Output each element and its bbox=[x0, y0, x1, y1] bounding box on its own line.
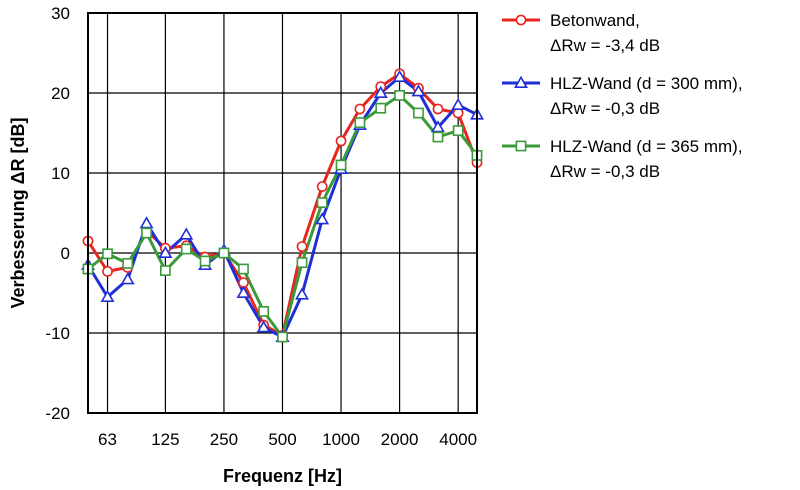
series-2-point bbox=[179, 227, 194, 240]
series-3-point bbox=[335, 159, 347, 171]
legend-marker-3 bbox=[515, 140, 527, 152]
series-3-point bbox=[394, 90, 406, 101]
series-3-point bbox=[199, 255, 211, 267]
series-1-point bbox=[432, 103, 444, 115]
series-3-point bbox=[354, 117, 366, 128]
series-3-point bbox=[316, 197, 328, 208]
series-3-point bbox=[258, 305, 270, 317]
series-3-point bbox=[122, 257, 134, 269]
x-tick-label: 250 bbox=[210, 430, 238, 449]
x-tick-label: 4000 bbox=[439, 430, 477, 449]
y-tick-label: 10 bbox=[51, 164, 70, 183]
legend-label-2: HLZ-Wand (d = 300 mm), bbox=[550, 74, 743, 93]
legend-marker-2 bbox=[514, 75, 528, 88]
x-tick-label: 63 bbox=[98, 430, 117, 449]
grid-layer bbox=[88, 12, 477, 414]
series-3-point bbox=[432, 131, 444, 143]
series-2-point bbox=[411, 84, 426, 97]
y-axis-title: Verbesserung ΔR [dB] bbox=[8, 118, 28, 309]
series-2-point bbox=[236, 285, 251, 299]
series-2-point bbox=[451, 97, 466, 110]
series-2-point bbox=[100, 289, 115, 303]
y-tick-label: -10 bbox=[45, 324, 70, 343]
series-3-point bbox=[102, 248, 113, 260]
series-3-point bbox=[296, 257, 308, 268]
series-3-point bbox=[277, 331, 288, 343]
y-tick-label: 20 bbox=[51, 84, 70, 103]
legend-sublabel-1: ΔRw = -3,4 dB bbox=[550, 36, 660, 55]
plot-frame bbox=[87, 12, 478, 414]
series-2-point bbox=[158, 245, 173, 259]
series-1-point bbox=[335, 135, 347, 147]
series-3-point bbox=[141, 227, 152, 239]
x-tick-label: 1000 bbox=[322, 430, 360, 449]
series-3-point bbox=[452, 125, 464, 136]
tick-labels: -20 -10 0 10 20 30 63 125 250 500 1000 2000 4000 bbox=[45, 4, 477, 449]
series-3-point bbox=[375, 102, 387, 114]
series-3-point bbox=[159, 265, 171, 276]
series-2-point bbox=[373, 85, 388, 98]
legend-label-3: HLZ-Wand (d = 365 mm), bbox=[550, 137, 743, 156]
series-3-point bbox=[218, 247, 230, 259]
x-tick-label: 500 bbox=[268, 430, 296, 449]
y-tick-label: 30 bbox=[51, 4, 70, 23]
series-1-point bbox=[316, 181, 328, 192]
series-2-point bbox=[295, 287, 310, 300]
series-1-point bbox=[296, 241, 308, 252]
series-2-point bbox=[256, 320, 271, 333]
legend-label-1: Betonwand, bbox=[550, 11, 640, 30]
series-2-point bbox=[392, 69, 407, 82]
x-tick-label: 125 bbox=[151, 430, 179, 449]
x-tick-label: 2000 bbox=[381, 430, 419, 449]
series-1-point bbox=[102, 265, 113, 277]
series-3-point bbox=[180, 243, 192, 255]
series-3-point bbox=[238, 263, 249, 275]
series-2-point bbox=[139, 216, 154, 229]
legend-sublabel-3: ΔRw = -0,3 dB bbox=[550, 162, 660, 181]
legend-sublabel-2: ΔRw = -0,3 dB bbox=[550, 99, 660, 118]
series-3-point bbox=[413, 107, 424, 119]
series-2-point bbox=[315, 212, 330, 225]
x-axis-title: Frequenz [Hz] bbox=[223, 466, 342, 486]
legend: Betonwand, ΔRw = -3,4 dB HLZ-Wand (d = 300… bbox=[502, 11, 743, 181]
y-tick-label: 0 bbox=[61, 244, 70, 263]
series-2-point bbox=[120, 272, 135, 285]
series-1-point bbox=[354, 103, 366, 115]
y-tick-label: -20 bbox=[45, 404, 70, 423]
legend-marker-1 bbox=[515, 14, 527, 26]
